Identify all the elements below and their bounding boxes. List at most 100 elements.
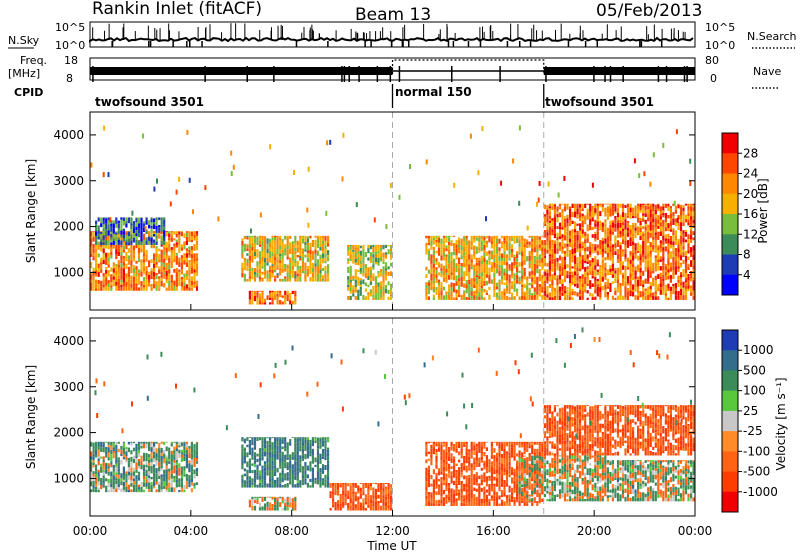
data-cell bbox=[276, 437, 279, 441]
data-cell bbox=[362, 253, 365, 259]
data-cell bbox=[498, 285, 501, 288]
data-cell bbox=[629, 271, 632, 274]
data-cell bbox=[349, 291, 352, 294]
data-cell bbox=[352, 244, 355, 247]
data-cell bbox=[173, 441, 176, 443]
data-cell bbox=[586, 212, 589, 215]
data-cell bbox=[286, 294, 289, 298]
data-cell bbox=[163, 224, 166, 227]
data-cell bbox=[266, 453, 269, 456]
data-cell bbox=[379, 250, 383, 253]
data-cell bbox=[158, 462, 161, 467]
data-cell bbox=[309, 461, 312, 467]
data-cell bbox=[558, 263, 562, 266]
data-cell bbox=[153, 467, 156, 473]
data-cell bbox=[269, 292, 272, 298]
data-cell bbox=[195, 231, 199, 234]
data-cell bbox=[246, 464, 249, 468]
data-cell bbox=[495, 268, 499, 274]
data-cell bbox=[591, 293, 594, 297]
data-cell bbox=[127, 484, 130, 490]
data-cell bbox=[180, 258, 183, 263]
data-cell bbox=[155, 476, 158, 482]
data-cell bbox=[145, 464, 148, 468]
data-cell bbox=[362, 270, 365, 274]
data-cell bbox=[450, 252, 453, 256]
data-cell bbox=[301, 470, 304, 476]
data-cell bbox=[508, 243, 511, 247]
data-cell bbox=[327, 264, 330, 270]
data-cell bbox=[450, 296, 453, 300]
data-cell bbox=[669, 297, 672, 300]
data-cell bbox=[626, 291, 630, 296]
data-cell bbox=[384, 268, 388, 271]
data-cell bbox=[599, 267, 602, 272]
data-cell bbox=[659, 226, 662, 232]
data-cell bbox=[677, 295, 680, 300]
data-cell bbox=[175, 471, 178, 476]
data-cell bbox=[266, 262, 269, 266]
data-cell bbox=[692, 223, 695, 226]
data-cell bbox=[349, 495, 352, 499]
data-cell bbox=[677, 215, 680, 220]
data-cell bbox=[332, 491, 335, 495]
data-cell bbox=[294, 496, 297, 498]
data-cell bbox=[148, 466, 151, 472]
data-cell bbox=[342, 483, 345, 484]
data-cell bbox=[319, 247, 322, 251]
data-cell bbox=[614, 270, 617, 274]
data-cell bbox=[579, 223, 582, 228]
data-cell bbox=[193, 261, 196, 265]
data-cell bbox=[523, 259, 526, 265]
data-cell bbox=[324, 474, 327, 480]
data-cell bbox=[115, 467, 118, 473]
data-cell bbox=[430, 458, 433, 461]
data-cell bbox=[455, 263, 458, 266]
data-cell bbox=[261, 251, 264, 257]
data-cell bbox=[569, 279, 572, 283]
data-cell bbox=[594, 280, 597, 285]
data-cell bbox=[453, 468, 456, 472]
data-cell bbox=[334, 502, 337, 507]
data-cell bbox=[100, 478, 103, 483]
data-cell bbox=[669, 229, 672, 232]
data-cell bbox=[657, 262, 660, 265]
data-cell bbox=[90, 481, 93, 487]
data-cell bbox=[379, 505, 383, 511]
data-cell bbox=[241, 437, 244, 439]
data-cell bbox=[178, 262, 181, 267]
data-cell bbox=[253, 295, 257, 302]
data-cell bbox=[445, 261, 448, 266]
data-cell bbox=[667, 283, 670, 288]
data-cell bbox=[286, 297, 289, 302]
data-cell bbox=[122, 452, 125, 455]
data-cell bbox=[269, 459, 272, 464]
data-cell bbox=[269, 447, 272, 452]
data-cell bbox=[687, 285, 690, 289]
data-cell bbox=[97, 481, 100, 486]
data-cell bbox=[574, 244, 577, 248]
data-cell bbox=[682, 274, 685, 278]
data-cell bbox=[473, 235, 476, 240]
data-cell bbox=[644, 264, 647, 267]
data-cell bbox=[664, 246, 667, 252]
data-cell bbox=[624, 289, 627, 293]
data-cell bbox=[193, 244, 196, 247]
data-cell bbox=[682, 290, 685, 296]
data-cell bbox=[107, 172, 110, 178]
data-cell bbox=[667, 214, 670, 219]
data-cell bbox=[180, 485, 183, 488]
data-cell bbox=[674, 235, 677, 241]
data-cell bbox=[432, 259, 435, 264]
data-cell bbox=[319, 254, 322, 260]
data-cell bbox=[165, 231, 168, 237]
data-cell bbox=[614, 203, 617, 207]
data-cell bbox=[606, 236, 609, 242]
data-cell bbox=[642, 226, 645, 230]
data-cell bbox=[258, 437, 262, 441]
data-cell bbox=[450, 493, 453, 499]
data-cell bbox=[672, 245, 675, 248]
data-cell bbox=[97, 469, 100, 473]
data-cell bbox=[311, 272, 314, 278]
nsky-label: N.Sky bbox=[8, 34, 40, 47]
